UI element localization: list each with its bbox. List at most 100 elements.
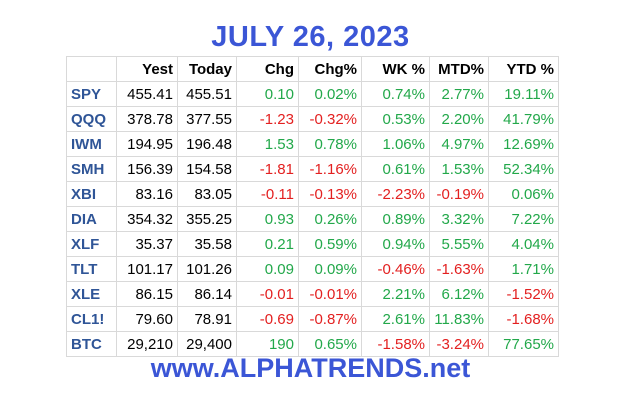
table-row: XLE 86.15 86.14 -0.01 -0.01% 2.21% 6.12% -1.52%	[66, 281, 559, 307]
chg-pct-cell: -0.87%	[298, 306, 362, 332]
ytd-pct-cell: 41.79%	[488, 106, 559, 132]
mtd-pct-cell: 1.53%	[429, 156, 489, 182]
chg-cell: -0.01	[236, 281, 299, 307]
today-cell: 154.58	[177, 156, 237, 182]
header-ytd-pct: YTD %	[488, 56, 559, 82]
chg-pct-cell: -0.13%	[298, 181, 362, 207]
table-row: SMH 156.39 154.58 -1.81 -1.16% 0.61% 1.53% 52.3…	[66, 156, 559, 182]
symbol-cell: BTC	[66, 331, 117, 357]
symbol-cell: QQQ	[66, 106, 117, 132]
ytd-pct-cell: 4.04%	[488, 231, 559, 257]
chg-cell: -0.69	[236, 306, 299, 332]
wk-pct-cell: 0.61%	[361, 156, 430, 182]
mtd-pct-cell: 3.32%	[429, 206, 489, 232]
symbol-cell: XBI	[66, 181, 117, 207]
mtd-pct-cell: 5.55%	[429, 231, 489, 257]
yest-cell: 194.95	[116, 131, 178, 157]
symbol-cell: CL1!	[66, 306, 117, 332]
table-body: SPY 455.41 455.51 0.10 0.02% 0.74% 2.77% 19.11%…	[66, 81, 559, 357]
chg-pct-cell: 0.59%	[298, 231, 362, 257]
symbol-cell: SMH	[66, 156, 117, 182]
mtd-pct-cell: 11.83%	[429, 306, 489, 332]
yest-cell: 35.37	[116, 231, 178, 257]
chg-pct-cell: 0.78%	[298, 131, 362, 157]
chg-cell: 190	[236, 331, 299, 357]
yest-cell: 156.39	[116, 156, 178, 182]
today-cell: 86.14	[177, 281, 237, 307]
header-yest: Yest	[116, 56, 178, 82]
header-chg-pct: Chg%	[298, 56, 362, 82]
wk-pct-cell: 2.61%	[361, 306, 430, 332]
wk-pct-cell: 0.89%	[361, 206, 430, 232]
table-row: CL1! 79.60 78.91 -0.69 -0.87% 2.61% 11.83% -1.6…	[66, 306, 559, 332]
chg-cell: -1.23	[236, 106, 299, 132]
table-row: IWM 194.95 196.48 1.53 0.78% 1.06% 4.97% 12.69%	[66, 131, 559, 157]
mtd-pct-cell: 4.97%	[429, 131, 489, 157]
chg-cell: 0.10	[236, 81, 299, 107]
yest-cell: 354.32	[116, 206, 178, 232]
ytd-pct-cell: -1.68%	[488, 306, 559, 332]
header-today: Today	[177, 56, 237, 82]
wk-pct-cell: -2.23%	[361, 181, 430, 207]
today-cell: 455.51	[177, 81, 237, 107]
page-title: JULY 26, 2023	[211, 21, 410, 53]
today-cell: 377.55	[177, 106, 237, 132]
yest-cell: 86.15	[116, 281, 178, 307]
header-symbol	[66, 56, 117, 82]
table-row: QQQ 378.78 377.55 -1.23 -0.32% 0.53% 2.20% 41.7…	[66, 106, 559, 132]
chg-pct-cell: -1.16%	[298, 156, 362, 182]
today-cell: 83.05	[177, 181, 237, 207]
chg-pct-cell: 0.26%	[298, 206, 362, 232]
mtd-pct-cell: 6.12%	[429, 281, 489, 307]
chg-cell: 0.21	[236, 231, 299, 257]
wk-pct-cell: 0.74%	[361, 81, 430, 107]
chg-cell: 0.93	[236, 206, 299, 232]
symbol-cell: XLF	[66, 231, 117, 257]
table-row: XBI 83.16 83.05 -0.11 -0.13% -2.23% -0.19% 0.06…	[66, 181, 559, 207]
yest-cell: 101.17	[116, 256, 178, 282]
table-row: XLF 35.37 35.58 0.21 0.59% 0.94% 5.55% 4.04%	[66, 231, 559, 257]
mtd-pct-cell: -1.63%	[429, 256, 489, 282]
today-cell: 78.91	[177, 306, 237, 332]
wk-pct-cell: -0.46%	[361, 256, 430, 282]
ytd-pct-cell: 19.11%	[488, 81, 559, 107]
yest-cell: 455.41	[116, 81, 178, 107]
wk-pct-cell: 0.94%	[361, 231, 430, 257]
ytd-pct-cell: 7.22%	[488, 206, 559, 232]
mtd-pct-cell: 2.77%	[429, 81, 489, 107]
mtd-pct-cell: -0.19%	[429, 181, 489, 207]
mtd-pct-cell: -3.24%	[429, 331, 489, 357]
table-row: BTC 29,210 29,400 190 0.65% -1.58% -3.24% 77.65…	[66, 331, 559, 357]
today-cell: 355.25	[177, 206, 237, 232]
website-link[interactable]: www.ALPHATRENDS.net	[150, 353, 471, 383]
ytd-pct-cell: 0.06%	[488, 181, 559, 207]
header-mtd-pct: MTD%	[429, 56, 489, 82]
symbol-cell: TLT	[66, 256, 117, 282]
ytd-pct-cell: 1.71%	[488, 256, 559, 282]
table-row: TLT 101.17 101.26 0.09 0.09% -0.46% -1.63% 1.71…	[66, 256, 559, 282]
today-cell: 101.26	[177, 256, 237, 282]
table-row: SPY 455.41 455.51 0.10 0.02% 0.74% 2.77% 19.11%	[66, 81, 559, 107]
chg-pct-cell: -0.32%	[298, 106, 362, 132]
header-wk-pct: WK %	[361, 56, 430, 82]
ytd-pct-cell: 12.69%	[488, 131, 559, 157]
chg-pct-cell: -0.01%	[298, 281, 362, 307]
wk-pct-cell: 1.06%	[361, 131, 430, 157]
symbol-cell: IWM	[66, 131, 117, 157]
yest-cell: 79.60	[116, 306, 178, 332]
wk-pct-cell: 0.53%	[361, 106, 430, 132]
ytd-pct-cell: -1.52%	[488, 281, 559, 307]
wk-pct-cell: 2.21%	[361, 281, 430, 307]
today-cell: 35.58	[177, 231, 237, 257]
symbol-cell: DIA	[66, 206, 117, 232]
ytd-pct-cell: 52.34%	[488, 156, 559, 182]
yest-cell: 83.16	[116, 181, 178, 207]
chg-cell: -0.11	[236, 181, 299, 207]
chg-pct-cell: 0.09%	[298, 256, 362, 282]
symbol-cell: SPY	[66, 81, 117, 107]
chg-cell: -1.81	[236, 156, 299, 182]
market-summary-table: Yest Today Chg Chg% WK % MTD% YTD % SPY 4…	[66, 56, 559, 357]
table-row: DIA 354.32 355.25 0.93 0.26% 0.89% 3.32% 7.22%	[66, 206, 559, 232]
header-chg: Chg	[236, 56, 299, 82]
table-header-row: Yest Today Chg Chg% WK % MTD% YTD %	[66, 56, 559, 82]
